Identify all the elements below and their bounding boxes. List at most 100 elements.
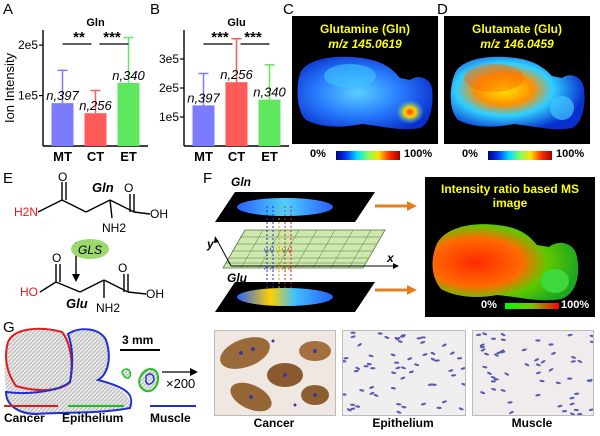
- svg-text:v: v: [288, 246, 292, 255]
- ms-title-glu: Glutamate (Glu): [471, 22, 562, 36]
- n-label: n,256: [79, 98, 112, 113]
- tissue-outline: 3 mm ×200 Cancer Epithelium Muscle: [4, 327, 198, 425]
- colorbar-c-max: 100%: [404, 148, 433, 160]
- colorbar-d: [488, 151, 552, 160]
- gln-nh2: NH2: [102, 221, 126, 235]
- x-tick-label: CT: [228, 149, 245, 164]
- histology-epithelium: [342, 330, 466, 416]
- svg-text:v: v: [282, 246, 286, 255]
- y-tick-label: 2e5: [159, 81, 179, 95]
- ratio-colorbar: [505, 303, 559, 309]
- panel-label-e: E: [3, 170, 14, 187]
- ms-image-gln: Glutamine (Gln) m/z 145.0619: [292, 16, 438, 144]
- ratio-title: Intensity ratio based MS image: [440, 182, 580, 210]
- glu-o1: O: [52, 251, 61, 265]
- ratio-cb-min: 0%: [481, 299, 497, 311]
- colorbar-c-min: 0%: [310, 148, 326, 160]
- colorbar-d-max: 100%: [556, 148, 585, 160]
- glu-ho: HO: [20, 285, 38, 299]
- chart-title: Gln: [86, 17, 105, 29]
- panel-label-d: D: [437, 1, 448, 18]
- colorbar-d-min: 0%: [462, 148, 478, 160]
- panel-label-f: F: [203, 170, 213, 187]
- y-tick-label: 1e5: [18, 89, 38, 103]
- panel-label-b: B: [150, 1, 161, 18]
- x-tick-label: MT: [194, 149, 213, 164]
- legend-epithelium: Epithelium: [62, 411, 123, 425]
- ms-mz-gln: m/z 145.0619: [328, 37, 402, 51]
- epithelium-outline: [138, 368, 160, 393]
- significance-label: ***: [211, 29, 229, 46]
- ratio-ms-image: Intensity ratio based MS image 0% 100%: [425, 177, 595, 317]
- bar-et: [117, 82, 140, 146]
- ratio-cb-max: 100%: [561, 299, 590, 311]
- y-axis-label: Ion Intensity: [2, 52, 17, 123]
- glu-oh: OH: [146, 287, 164, 301]
- significance-label: ***: [244, 29, 262, 46]
- n-label: n,340: [253, 85, 286, 100]
- svg-text:^: ^: [282, 266, 286, 275]
- gln-h2n: H2N: [14, 205, 38, 219]
- y-tick-label: 1e5: [159, 110, 179, 124]
- y-tick-label: 2e5: [18, 38, 38, 52]
- gln-o2: O: [124, 181, 133, 195]
- bar-ct: [84, 113, 107, 146]
- n-label: n,397: [187, 90, 220, 105]
- panel-label-a: A: [3, 1, 14, 18]
- bar-mt: [51, 103, 74, 146]
- glu-nh2: NH2: [96, 301, 120, 315]
- chart-title: Glu: [227, 17, 245, 29]
- panel-label-c: C: [283, 1, 294, 18]
- gls-enzyme-bubble: [71, 239, 109, 259]
- panel-label-g: G: [3, 319, 15, 336]
- chart-glu-intensity: 1e5 2e5 3e5 n,397 MT n,256 CT n,340 ET *** ***Glu: [159, 17, 289, 164]
- glu-name: Glu: [66, 296, 88, 311]
- magnification-label: ×200: [166, 376, 195, 391]
- svg-text:^: ^: [276, 266, 280, 275]
- colorbar-c: [336, 151, 400, 160]
- x-tick-label: CT: [87, 149, 104, 164]
- ms-image-glu: Glutamate (Glu) m/z 146.0459: [444, 16, 590, 144]
- significance-label: ***: [103, 29, 121, 46]
- gln-oh: OH: [150, 207, 168, 221]
- arrow-head: [72, 274, 80, 282]
- bar-mt: [192, 105, 215, 146]
- histology-muscle: [472, 330, 594, 416]
- f-gln-label: Gln: [231, 175, 251, 189]
- legend-muscle: Muscle: [150, 411, 191, 425]
- significance-label: **: [73, 29, 85, 46]
- svg-text:v: v: [264, 246, 268, 255]
- gln-o1: O: [58, 170, 67, 184]
- bar-et: [258, 99, 281, 146]
- f-glu-label: Glu: [227, 271, 248, 285]
- reaction-scheme: GLS O O H2N Gln OH NH2 O O HO OH Glu NH2: [14, 170, 168, 315]
- caption-epithelium: Epithelium: [372, 416, 434, 430]
- svg-text:^: ^: [264, 266, 268, 275]
- x-tick-label: ET: [120, 149, 137, 164]
- scale-label: 3 mm: [122, 333, 153, 347]
- ms-mz-glu: m/z 146.0459: [480, 37, 554, 51]
- x-tick-label: MT: [53, 149, 72, 164]
- svg-text:^: ^: [270, 266, 274, 275]
- y-axis-label: y: [206, 237, 215, 251]
- svg-text:v: v: [270, 246, 274, 255]
- grid-plane: [222, 229, 386, 269]
- gls-label: GLS: [78, 243, 102, 257]
- svg-text:v: v: [276, 246, 280, 255]
- legend-cancer: Cancer: [4, 411, 45, 425]
- muscle-outline: [4, 328, 133, 416]
- y-tick-label: 3e5: [159, 52, 179, 66]
- caption-cancer: Cancer: [253, 416, 295, 430]
- bar-ct: [225, 82, 248, 146]
- n-label: n,256: [220, 67, 253, 82]
- x-tick-label: ET: [261, 149, 278, 164]
- caption-muscle: Muscle: [511, 416, 553, 430]
- n-label: n,340: [112, 68, 145, 83]
- ms-title-gln: Glutamine (Gln): [320, 22, 410, 36]
- glu-o2: O: [118, 261, 127, 275]
- n-label: n,397: [46, 88, 79, 103]
- gln-name: Gln: [92, 180, 114, 195]
- x-axis-label: x: [386, 251, 395, 265]
